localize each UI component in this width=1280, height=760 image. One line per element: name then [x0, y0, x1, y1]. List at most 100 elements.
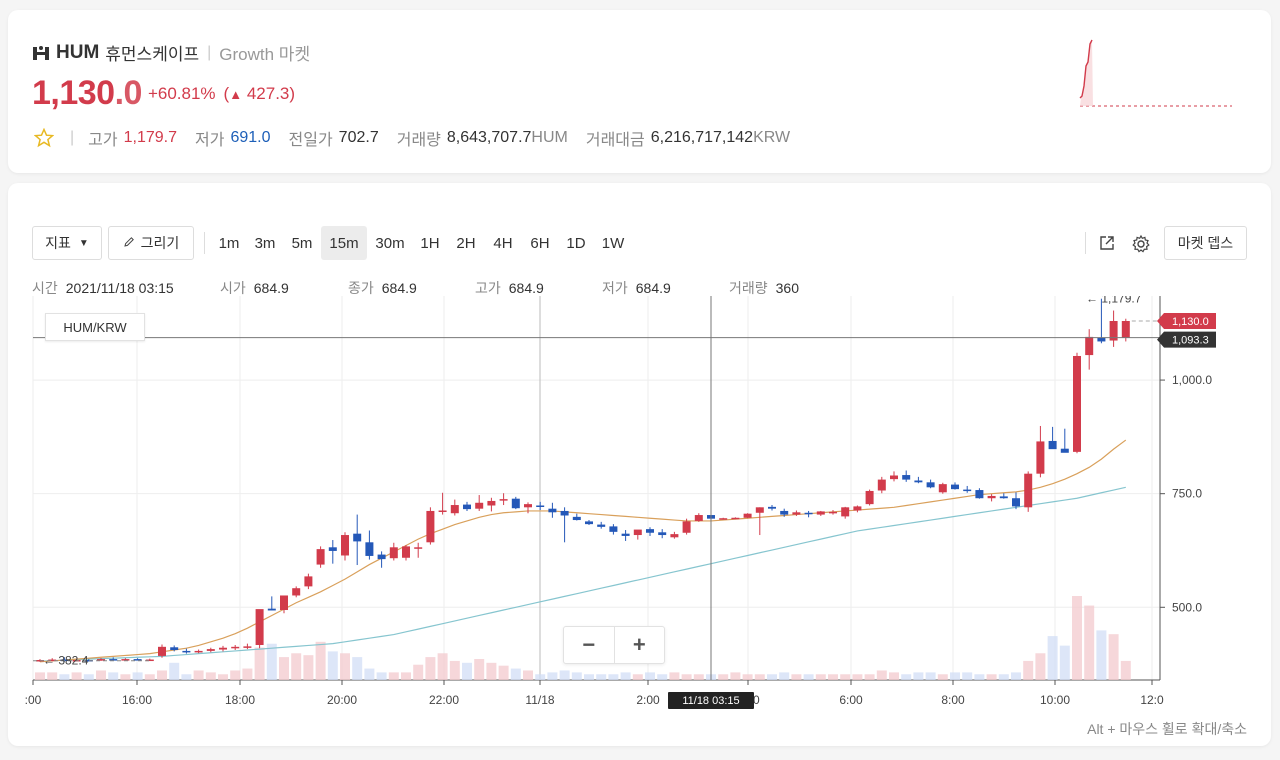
up-triangle-icon: ▲	[229, 86, 243, 102]
star-icon[interactable]	[33, 127, 55, 148]
candle-body	[84, 660, 93, 662]
zoom-hint: Alt + 마우스 휠로 확대/축소	[1087, 721, 1247, 737]
candle-body	[133, 659, 142, 661]
toolbar-divider	[1085, 232, 1086, 254]
volume-value: 8,643,707.7	[446, 129, 532, 146]
crosshair-time-tag-text: 11/18 03:15	[682, 695, 739, 707]
volume-bar	[852, 674, 863, 680]
candle-body	[48, 659, 57, 662]
zoom-in-button[interactable]: +	[615, 627, 665, 663]
candle-body	[121, 659, 130, 661]
volume-bar	[864, 674, 875, 680]
volume-bar	[59, 674, 70, 680]
volume-bar	[596, 674, 607, 680]
volume-bar	[1011, 672, 1021, 680]
high-label: 고가	[88, 132, 118, 149]
timeframe-3m[interactable]: 3m	[254, 234, 276, 252]
volume-bar	[510, 668, 521, 680]
draw-label: 그리기	[140, 235, 180, 251]
candle-body	[353, 533, 362, 542]
timeframe-15m[interactable]: 15m	[321, 226, 367, 260]
indicator-button[interactable]: 지표 ▼	[32, 226, 102, 260]
volume-bar	[559, 670, 570, 680]
candle-body	[829, 511, 837, 514]
market-depth-button[interactable]: 마켓 뎁스	[1164, 226, 1247, 260]
info-open: 시가 684.9	[220, 278, 289, 298]
timeframe-30m[interactable]: 30m	[375, 234, 405, 252]
timeframe-1d[interactable]: 1D	[566, 234, 586, 252]
volume-bar	[498, 665, 509, 680]
low-label: 저가	[195, 132, 225, 149]
candle-body	[499, 499, 508, 501]
market-name: Growth 마켓	[219, 45, 311, 64]
volume-bar	[169, 662, 180, 680]
timeframe-4h[interactable]: 4H	[493, 234, 513, 252]
volume-bar	[315, 641, 326, 680]
candle-body	[816, 511, 825, 515]
volume-bar	[693, 674, 704, 680]
candle-body	[560, 510, 569, 516]
candle-body	[987, 495, 996, 499]
market-depth-label: 마켓 뎁스	[1177, 235, 1234, 251]
ma-fast-line	[39, 439, 1127, 663]
candle-body	[328, 547, 337, 551]
caret-down-icon: ▼	[78, 237, 89, 249]
x-tick-label: 12:0	[1140, 693, 1164, 707]
timeframe-1h[interactable]: 1H	[420, 234, 440, 252]
volume-bar	[1072, 596, 1082, 680]
timeframe-5m[interactable]: 5m	[291, 234, 313, 252]
volume-bar	[937, 674, 948, 680]
crosshair-price-tag-text: 1,093.3	[1172, 335, 1209, 347]
candle-body	[951, 484, 959, 490]
timeframe-1m[interactable]: 1m	[218, 234, 240, 252]
volume-bar	[1120, 660, 1131, 680]
volume-bar	[108, 672, 119, 680]
x-tick-label: 22:00	[429, 693, 459, 707]
candle-body	[926, 482, 935, 488]
timeframe-2h[interactable]: 2H	[456, 234, 476, 252]
volume-bar	[779, 672, 790, 680]
crosshair-time-tag	[668, 692, 754, 709]
volume-unit: HUM	[531, 129, 568, 146]
candle-body	[694, 515, 703, 521]
candle-body	[1036, 441, 1045, 474]
volume-bar	[364, 668, 375, 680]
info-time: 시간 2021/11/18 03:15	[32, 278, 174, 298]
high-marker: ← 1,179.7	[1086, 296, 1142, 305]
candle-body	[255, 609, 264, 646]
volume-bar	[1096, 630, 1107, 680]
timeframe-6h[interactable]: 6H	[530, 234, 550, 252]
volume-bar	[144, 674, 155, 680]
low-value: 691.0	[230, 129, 271, 146]
candlestick-chart[interactable]: 500.0 750.0 1,000.0:00 16:00 18:00 20:00 22:00…	[0, 296, 1280, 716]
zoom-out-button[interactable]: −	[564, 627, 615, 663]
candle-body	[194, 650, 203, 653]
pencil-icon	[123, 235, 135, 251]
volume-bar	[388, 672, 399, 680]
candle-body	[646, 529, 654, 533]
candle-body	[658, 532, 667, 536]
candle-body	[402, 546, 410, 558]
draw-button[interactable]: 그리기	[108, 226, 194, 260]
x-tick-label: 16:00	[122, 693, 152, 707]
x-tick-label: 2:00	[636, 693, 660, 707]
change-abs-value: 427.3	[246, 83, 290, 103]
volume-bar	[1059, 645, 1070, 680]
volume-bar	[669, 672, 680, 680]
info-volume-label: 거래량	[729, 280, 768, 296]
volume-bar	[608, 674, 619, 680]
volume-bar	[230, 670, 241, 680]
x-tick-label: :00	[25, 693, 42, 707]
timeframe-1w[interactable]: 1W	[601, 234, 625, 252]
volume-bar	[376, 672, 387, 680]
gear-icon[interactable]	[1131, 234, 1151, 254]
candle-body	[524, 504, 532, 508]
volume-bar	[205, 672, 216, 680]
volume-bar	[584, 674, 594, 680]
info-time-value: 2021/11/18 03:15	[65, 280, 174, 296]
popout-icon[interactable]	[1098, 234, 1118, 254]
indicator-label: 지표	[45, 235, 71, 251]
candle-body	[1097, 337, 1106, 342]
info-low-value: 684.9	[635, 280, 671, 296]
volume-bar	[1023, 660, 1034, 680]
